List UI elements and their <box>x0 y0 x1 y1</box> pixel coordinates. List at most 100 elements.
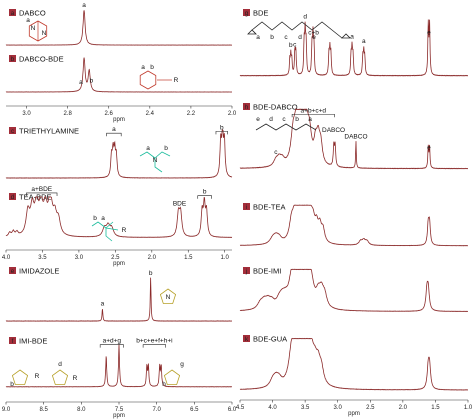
peak-label: a <box>82 2 86 9</box>
peak-label: b <box>149 270 153 277</box>
panel-badge <box>9 337 16 344</box>
spectrum-panel-imidazole: e IMIDAZOLE a b <box>5 267 232 322</box>
struct-label: b <box>93 215 97 222</box>
peak-label: a <box>350 34 354 41</box>
integration-bracket <box>99 344 124 348</box>
x-tick-label: 7.0 <box>152 407 161 413</box>
peak-label: c <box>274 149 278 156</box>
x-tick-label: 4.0 <box>2 255 11 261</box>
x-tick-label: 1.0 <box>464 405 473 411</box>
panel-badge-letter: g <box>245 10 249 17</box>
dabco-bde-structure <box>139 70 157 90</box>
x-tick-label: 9.0 <box>2 407 11 413</box>
peak-label: a <box>101 300 105 307</box>
x-tick-label: 8.0 <box>77 407 86 413</box>
panel-badge-letter: c <box>11 128 14 135</box>
peak-label: DABCO <box>344 133 367 140</box>
struct-label: b <box>295 116 299 123</box>
struct-label: e <box>312 34 316 41</box>
struct-label: a <box>256 34 260 41</box>
panel-badge-letter: i <box>246 204 247 211</box>
nmr-trace <box>5 344 232 388</box>
bracket-label: b <box>203 189 207 196</box>
tea-bde-structure <box>91 221 119 242</box>
panel-badge <box>9 9 16 16</box>
panel-title: DABCO-BDE <box>19 55 64 64</box>
atom-r: R <box>174 77 179 84</box>
x-tick-label: 7.5 <box>115 407 124 413</box>
panel-badge-letter: h <box>245 104 249 111</box>
peak-label: c <box>293 42 297 49</box>
atom-r: R <box>122 227 127 234</box>
nmr-trace <box>239 19 468 77</box>
x-tick-label: 3.5 <box>38 255 47 261</box>
spectrum-panel-bde-gua: k BDE-GUA 4.5 4.0 3.5 3.0 2.5 2.0 1.5 1.0 ppm <box>236 335 473 418</box>
integration-bracket <box>106 132 122 137</box>
epoxide-rings <box>247 29 351 39</box>
panel-badge-letter: e <box>11 268 15 275</box>
panel-title: IMI-BDE <box>19 337 47 346</box>
bracket-label: b <box>220 124 224 131</box>
spectrum-panel-bde-imi: j BDE-IMI <box>239 267 468 313</box>
panel-title: BDE-DABCO <box>253 103 298 112</box>
imi-bde-structure-2 <box>51 369 69 385</box>
struct-label: h <box>162 381 166 388</box>
panel-title: TRIETHYLAMINE <box>19 127 79 136</box>
struct-label: b <box>164 145 168 152</box>
panel-badge <box>243 103 250 110</box>
imi-bde-structure-1 <box>11 369 29 385</box>
imi-bde-structure-3 <box>163 369 181 385</box>
spectrum-panel-tea-bde: d TEA-BDE BDE a+BDE b 4.0 3.5 3.0 2.5 2.0 1.5 1.0 pp… <box>2 186 233 267</box>
spectrum-panel-bde-tea: i BDE-TEA <box>239 203 468 247</box>
x-tick-label: 2.0 <box>399 405 408 411</box>
panel-title: BDE-GUA <box>253 335 287 344</box>
atom-r: R <box>35 373 40 380</box>
panel-title: IMIDAZOLE <box>19 267 59 276</box>
bracket-label: a+BDE <box>31 186 52 193</box>
imidazole-structure <box>159 288 177 304</box>
integration-bracket <box>26 192 58 196</box>
panel-title: TEA-BDE <box>19 193 52 202</box>
integration-bracket <box>197 195 212 199</box>
panel-badge <box>9 193 16 200</box>
struct-label: a <box>146 145 150 152</box>
struct-label: g <box>180 361 184 368</box>
x-tick-label: 2.0 <box>228 111 237 117</box>
struct-label: c <box>284 34 288 41</box>
x-tick-label: 2.5 <box>111 255 120 261</box>
struct-label: b <box>10 381 14 388</box>
panel-badge-letter: a <box>11 10 15 17</box>
x-axis-label: ppm <box>113 413 125 419</box>
peak-label: a <box>79 79 83 86</box>
peak-label: b <box>289 42 293 49</box>
bracket-label: a+b+c+d <box>301 107 327 114</box>
bracket-label: a+d+g <box>103 338 122 345</box>
x-tick-label: 6.5 <box>190 407 199 413</box>
peak-label: e <box>427 29 431 36</box>
x-tick-label: 8.5 <box>39 407 48 413</box>
nmr-trace <box>239 268 468 313</box>
integration-bracket <box>142 344 167 348</box>
x-tick-label: 1.0 <box>221 255 230 261</box>
x-tick-label: 3.0 <box>22 111 31 117</box>
panel-badge <box>9 267 16 274</box>
x-tick-label: 2.6 <box>105 111 114 117</box>
nmr-trace <box>5 128 233 179</box>
bde-structure <box>251 21 343 39</box>
x-tick-label: 2.0 <box>148 255 157 261</box>
struct-label: b <box>270 34 274 41</box>
struct-label: a <box>141 64 145 71</box>
x-tick-label: 3.0 <box>75 255 84 261</box>
atom-n: N <box>153 157 158 164</box>
x-axis-label: ppm <box>113 261 125 267</box>
panel-title: BDE-TEA <box>253 203 286 212</box>
panel-title: BDE-IMI <box>253 267 281 276</box>
x-tick-label: 3.0 <box>334 405 343 411</box>
peak-label: d <box>303 14 307 21</box>
struct-label: a <box>26 17 30 24</box>
nmr-trace <box>5 196 233 238</box>
x-tick-label: 1.5 <box>184 255 193 261</box>
